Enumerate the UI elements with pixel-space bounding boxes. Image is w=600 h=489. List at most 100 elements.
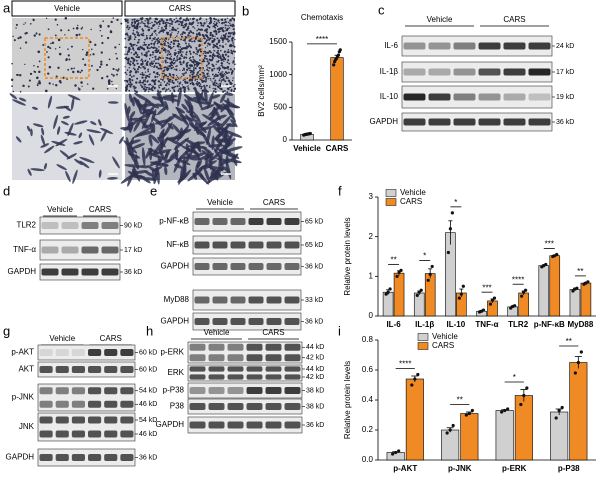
cell	[32, 123, 44, 128]
blot-band	[503, 68, 526, 76]
cell	[73, 141, 83, 145]
cell	[173, 53, 177, 56]
cell	[228, 44, 232, 48]
cell	[149, 83, 152, 86]
cell	[164, 59, 167, 62]
cell	[190, 141, 206, 146]
blot-label: AKT	[18, 365, 34, 374]
cell	[116, 18, 119, 22]
cell	[222, 71, 224, 73]
cell	[135, 130, 156, 137]
cell	[224, 30, 226, 32]
cell	[127, 50, 130, 52]
cell	[139, 79, 141, 82]
cell	[146, 25, 149, 28]
blot-label: p-P38	[163, 386, 185, 395]
blot-band	[212, 296, 228, 304]
cell	[203, 160, 218, 168]
cell	[166, 77, 169, 80]
cell	[154, 55, 157, 58]
kd-label: 36 kD	[306, 422, 324, 429]
cell	[52, 83, 54, 85]
cell	[185, 51, 188, 54]
panel-letter: b	[242, 3, 249, 18]
cell	[135, 51, 138, 55]
blot-band	[265, 354, 282, 362]
cell	[211, 41, 214, 44]
cell	[108, 82, 111, 86]
cell	[175, 68, 177, 71]
cell	[134, 21, 137, 24]
cell	[212, 74, 214, 76]
cell	[164, 151, 169, 162]
cell	[153, 43, 156, 46]
cell	[166, 68, 169, 72]
cell	[132, 32, 135, 35]
cell	[127, 62, 129, 65]
cell	[59, 150, 71, 159]
cell	[141, 28, 144, 30]
cell	[99, 24, 102, 28]
cell	[133, 20, 136, 23]
cell	[118, 136, 124, 144]
cell	[191, 22, 194, 24]
cell	[226, 72, 229, 75]
cell	[147, 70, 150, 73]
cell	[186, 82, 189, 84]
cell	[163, 42, 166, 45]
cell	[171, 81, 173, 83]
cell	[222, 74, 225, 77]
cell	[86, 129, 102, 134]
cell	[223, 51, 226, 53]
data-point	[428, 272, 432, 276]
cell	[210, 168, 215, 177]
cell	[168, 83, 171, 86]
cell	[215, 42, 218, 45]
cell	[136, 47, 140, 51]
cell	[203, 74, 206, 77]
cell	[227, 55, 230, 58]
cell	[100, 35, 103, 37]
cell	[35, 32, 38, 35]
blot-band	[453, 118, 476, 126]
bar	[487, 300, 498, 317]
cell	[138, 81, 141, 84]
cell	[9, 93, 18, 100]
cell	[189, 22, 191, 24]
cell	[149, 64, 152, 67]
cell	[229, 24, 233, 27]
cell	[182, 51, 184, 53]
blot-band	[88, 454, 102, 461]
cell	[218, 22, 220, 24]
cell	[215, 63, 217, 65]
legend-swatch	[417, 333, 429, 341]
cell	[164, 25, 167, 28]
blot-band	[55, 454, 69, 461]
blot-band	[71, 349, 85, 356]
cell	[158, 56, 161, 59]
cell	[212, 43, 215, 46]
cell	[73, 67, 76, 70]
y-tick-label: 1500	[269, 37, 287, 46]
cell	[26, 125, 31, 132]
cell	[164, 74, 168, 77]
cell	[162, 48, 165, 52]
cell	[184, 46, 187, 50]
blot-label: ERK	[168, 368, 185, 377]
cell	[163, 72, 165, 75]
cell	[157, 67, 160, 70]
legend-swatch	[417, 342, 429, 350]
cell	[208, 86, 211, 89]
blot-band	[120, 454, 134, 461]
cell	[204, 46, 207, 49]
panel-letter: e	[150, 183, 157, 198]
cell	[230, 119, 238, 128]
cell	[164, 21, 167, 25]
cell	[124, 53, 126, 56]
cell	[203, 37, 206, 40]
data-point	[417, 290, 421, 294]
cell	[225, 146, 243, 152]
cell	[67, 48, 69, 50]
cell	[152, 71, 156, 74]
cell	[222, 66, 226, 69]
